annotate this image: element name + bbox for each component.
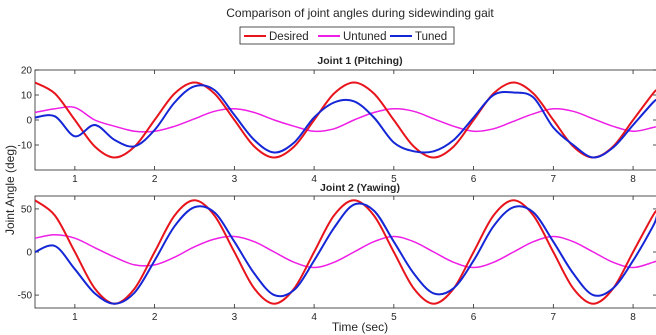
subplot-title-joint2: Joint 2 (Yawing) [320,182,400,194]
figure-title: Comparison of joint angles during sidewi… [226,6,494,20]
y-tick-label: 10 [21,91,33,102]
y-tick-label: 0 [26,248,32,259]
subplot-joint1: 1 2 3 4 5 6 7 8 20 10 0 -10 [18,66,656,185]
y-tick-label: -50 [18,291,33,302]
x-tick-label: 8 [630,312,636,323]
x-tick-label: 3 [232,174,238,185]
x-tick-label: 5 [391,174,397,185]
y-tick-label: -10 [18,141,33,152]
y-tick-label: 20 [21,66,33,77]
series-line-desired [35,199,656,305]
x-tick-label: 3 [232,312,238,323]
subplot-joint2: 1 2 3 4 5 6 7 8 50 0 -50 [18,195,656,323]
x-tick-label: 5 [391,312,397,323]
legend-box [239,26,455,45]
x-tick-label: 6 [471,312,477,323]
x-tick-label: 4 [311,312,317,323]
legend-label-desired: Desired [269,31,309,43]
y-tick-label: 50 [21,204,33,215]
series-line-tuned [35,202,656,305]
x-tick-label: 2 [152,312,158,323]
x-axis-label: Time (sec) [332,320,388,334]
y-axis-label: Joint Angle (deg) [3,145,17,235]
x-tick-label: 1 [72,174,78,185]
y-tick-label: 0 [26,116,32,127]
subplot-title-joint1: Joint 1 (Pitching) [317,55,402,67]
legend-label-untuned: Untuned [343,31,386,43]
x-tick-label: 7 [551,312,557,323]
series-line-tuned [35,84,656,159]
legend-label-tuned: Tuned [415,31,447,43]
x-tick-label: 4 [311,174,317,185]
series-line-untuned [35,106,656,133]
x-tick-label: 6 [471,174,477,185]
x-tick-label: 1 [72,312,78,323]
x-tick-label: 8 [630,174,636,185]
series-line-untuned [35,234,656,269]
x-tick-label: 2 [152,174,158,185]
x-tick-label: 7 [551,174,557,185]
legend: Desired Untuned Tuned [239,26,455,45]
